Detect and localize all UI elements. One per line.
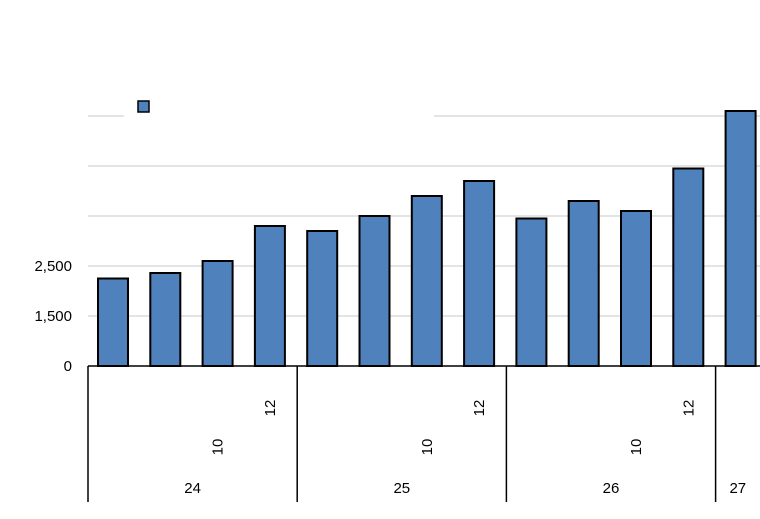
legend-box [124,90,434,124]
y-tick-label: 0 [64,358,72,375]
bar [149,272,182,367]
bars [97,110,757,367]
x-axis: 10 12 10 12 10 12 24 25 26 27 [87,365,760,502]
y-tick-label: 2,500 [34,258,72,275]
legend [124,90,434,124]
x-group-label: 25 [393,480,410,497]
x-tick-label: 10 [210,439,227,456]
y-axis-ticks: 0 1,500 2,500 [34,258,72,375]
x-tick-label: 10 [628,439,645,456]
bar [410,195,443,367]
legend-swatch [137,100,150,113]
x-tick-label: 12 [262,400,279,417]
bar [358,215,391,367]
bar [672,167,705,367]
x-tick-label: 10 [419,439,436,456]
x-group-label: 26 [603,480,620,497]
bar [253,225,286,367]
bar [201,260,234,367]
x-tick-label: 12 [471,400,488,417]
bar [724,110,757,367]
bar [306,230,339,367]
bar [567,200,600,367]
bar [515,217,548,367]
bar [463,180,496,367]
x-group-label: 27 [729,480,746,497]
x-tick-label: 12 [680,400,697,417]
bar [97,277,129,367]
x-group-label: 24 [184,480,201,497]
y-tick-label: 1,500 [34,308,72,325]
bar [620,210,652,367]
